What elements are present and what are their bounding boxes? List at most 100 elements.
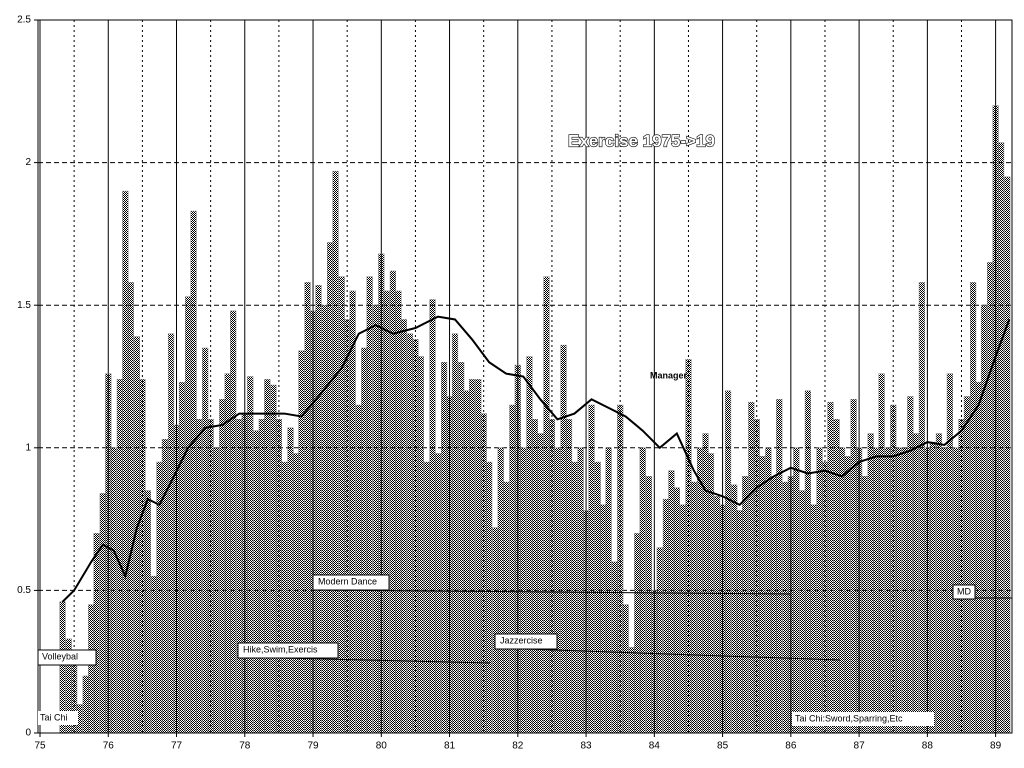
bar <box>628 647 635 734</box>
bar <box>406 333 414 734</box>
bar <box>344 319 351 734</box>
bar <box>219 399 226 734</box>
bar <box>127 282 134 734</box>
volleyball-label: Volleybal <box>37 649 97 666</box>
bar <box>696 447 704 734</box>
bar <box>451 333 459 734</box>
modern-dance-label: Modern Dance <box>312 574 791 595</box>
label-box <box>312 574 390 591</box>
bar <box>389 270 396 734</box>
bar <box>537 433 544 734</box>
bar <box>827 401 834 734</box>
bar <box>110 447 117 734</box>
bar <box>821 461 829 734</box>
bar <box>554 447 561 734</box>
x-tick-label: 78 <box>239 741 251 752</box>
y-tick-label: 2.5 <box>17 15 31 26</box>
bar <box>355 404 362 734</box>
bar <box>588 404 595 734</box>
x-tick-label: 80 <box>376 741 388 752</box>
bar <box>247 376 254 734</box>
tai-chi-sword-label: Tai Chi:Sword,Sparring,Etc <box>792 712 934 726</box>
bar <box>429 299 436 734</box>
bar <box>122 190 129 734</box>
bar <box>662 498 670 734</box>
bar <box>838 447 846 734</box>
bar <box>434 453 442 734</box>
bar <box>281 461 288 734</box>
bar <box>582 510 590 734</box>
bar <box>912 433 919 734</box>
bar <box>366 276 373 734</box>
bar <box>241 413 248 734</box>
bar <box>997 142 1005 734</box>
bar <box>622 604 629 734</box>
annotation: Tai Chi <box>40 712 68 722</box>
annotation: Volleybal <box>42 651 78 661</box>
bar <box>560 344 567 734</box>
arrow <box>495 647 841 661</box>
bar <box>93 533 100 734</box>
bar <box>890 404 897 734</box>
bar <box>139 379 146 734</box>
bar <box>309 310 317 734</box>
bar <box>82 675 89 734</box>
x-tick-label: 77 <box>171 741 183 752</box>
bar <box>440 361 448 734</box>
bar <box>929 441 936 734</box>
annotation: Hike,Swim,Exercis <box>243 644 318 654</box>
bar <box>918 282 925 734</box>
annotation: Tai Chi:Sword,Sparring,Etc <box>795 713 903 723</box>
bar <box>202 347 209 734</box>
bar <box>253 430 260 734</box>
bar <box>719 504 726 734</box>
bar <box>486 461 493 734</box>
chart-title: Exercise 1975->19 <box>568 131 715 150</box>
bar <box>264 379 271 734</box>
bar <box>765 447 772 734</box>
y-tick-label: 2 <box>25 157 31 168</box>
bar <box>594 461 601 734</box>
bar <box>475 379 482 734</box>
bar <box>287 427 294 734</box>
bar <box>531 419 538 734</box>
bar <box>782 481 789 734</box>
bar <box>88 604 95 734</box>
bar <box>304 282 311 734</box>
bar <box>690 481 698 734</box>
y-tick-label: 0 <box>25 728 31 739</box>
jazzercise-label: Jazzercise <box>494 633 841 661</box>
ticks: 0 0.5 1 1.5 2 2.5 75 76 77 78 79 80 81 82 83 84 85 86 87 88… <box>17 15 1002 752</box>
bar <box>958 419 965 734</box>
bar <box>167 333 175 734</box>
bar <box>963 396 971 734</box>
bar <box>731 484 738 734</box>
bar <box>520 447 527 734</box>
bar <box>969 282 977 734</box>
bar <box>497 447 504 734</box>
bar <box>833 419 840 734</box>
x-tick-label: 75 <box>34 741 46 752</box>
bar <box>639 447 646 734</box>
bar <box>236 419 243 734</box>
bar <box>793 447 800 734</box>
bar <box>651 590 658 734</box>
bar <box>668 470 675 734</box>
tai-chi-label: Tai Chi <box>38 711 78 725</box>
bar <box>935 433 943 734</box>
bar <box>383 290 390 734</box>
bar <box>992 105 999 734</box>
bar <box>861 476 868 734</box>
bar <box>224 373 231 734</box>
x-tick-label: 87 <box>854 741 866 752</box>
label-box <box>494 633 558 650</box>
bar <box>230 310 237 734</box>
bar <box>395 290 402 734</box>
bar <box>349 290 356 734</box>
x-tick-label: 81 <box>444 741 456 752</box>
bar <box>787 476 794 734</box>
annotation: Jazzercise <box>500 635 543 645</box>
bar <box>463 390 470 734</box>
x-tick-label: 89 <box>990 741 1002 752</box>
